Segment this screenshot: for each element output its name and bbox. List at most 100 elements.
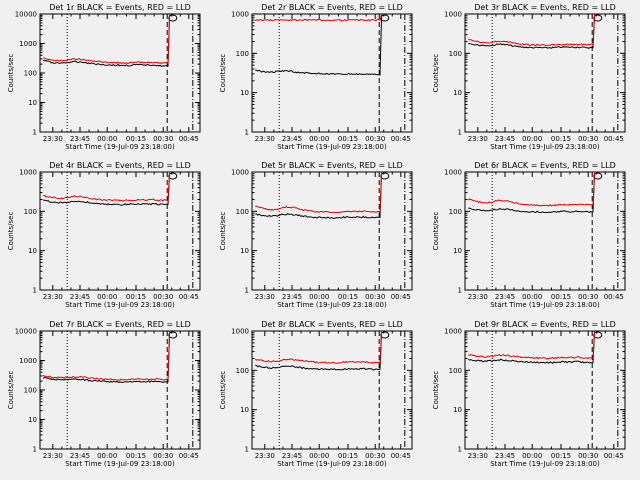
x-tick-label: 00:15 [551, 452, 571, 460]
y-tick-label: 10 [240, 89, 249, 97]
y-tick-label: 1000 [444, 169, 462, 177]
series-line-events [43, 171, 171, 206]
series-line-events [468, 13, 596, 49]
x-tick-label: 00:30 [365, 452, 385, 460]
x-tick-label: 00:45 [604, 135, 624, 143]
x-tick-label: 00:30 [365, 293, 385, 301]
x-tick-label: 00:15 [338, 293, 358, 301]
chart-title: Det 5r BLACK = Events, RED = LLD [261, 161, 403, 170]
chart-panel-8: Det 8r BLACK = Events, RED = LLD 1 10 100 10… [219, 320, 413, 468]
x-tick-label: 00:30 [578, 293, 598, 301]
x-tick-label: 00:45 [179, 293, 199, 301]
x-tick-label: 23:45 [282, 135, 302, 143]
x-tick-label: 23:30 [43, 293, 63, 301]
saa-marker [168, 331, 178, 339]
x-tick-label: 00:45 [179, 135, 199, 143]
series-line-events [255, 330, 383, 371]
y-tick-label: 1000 [19, 357, 37, 365]
x-tick-label: 00:30 [153, 135, 173, 143]
saa-marker [593, 14, 603, 22]
x-axis-label: Start Time (19-Jul-09 23:18:00) [65, 460, 175, 468]
series-line-events [42, 13, 171, 67]
y-tick-label: 100 [449, 208, 462, 216]
chart-title: Det 4r BLACK = Events, RED = LLD [49, 161, 191, 170]
saa-marker [168, 14, 178, 22]
x-axis-label: Start Time (19-Jul-09 23:18:00) [490, 460, 600, 468]
y-tick-label: 10 [453, 89, 462, 97]
y-tick-label: 1000 [231, 11, 249, 19]
x-tick-label: 00:15 [551, 293, 571, 301]
plot-frame [464, 330, 626, 450]
series-line-events [467, 330, 596, 364]
x-tick-label: 23:45 [495, 135, 515, 143]
y-tick-label: 10 [28, 247, 37, 255]
chart-panel-6: Det 6r BLACK = Events, RED = LLD 1 10 100 10… [432, 161, 626, 309]
y-tick-label: 1 [245, 129, 249, 137]
y-tick-label: 1000 [19, 40, 37, 48]
y-tick-label: 10 [240, 406, 249, 414]
y-tick-label: 10 [28, 416, 37, 424]
x-tick-label: 23:30 [255, 452, 275, 460]
x-tick-label: 23:30 [468, 135, 488, 143]
x-tick-label: 00:15 [126, 135, 146, 143]
chart-title: Det 1r BLACK = Events, RED = LLD [49, 3, 191, 12]
series-line-events [255, 171, 383, 219]
x-tick-label: 00:45 [391, 135, 411, 143]
plot-frame [39, 13, 201, 133]
y-tick-label: 100 [24, 387, 37, 395]
y-axis-label: Counts/sec [7, 371, 15, 410]
x-tick-label: 00:45 [391, 452, 411, 460]
x-tick-label: 00:00 [522, 293, 542, 301]
x-tick-label: 00:00 [97, 293, 117, 301]
y-axis-label: Counts/sec [7, 54, 15, 93]
x-tick-label: 23:30 [255, 135, 275, 143]
y-tick-label: 1000 [231, 328, 249, 336]
x-tick-label: 00:15 [551, 135, 571, 143]
y-tick-label: 1 [33, 446, 37, 454]
saa-marker [380, 172, 390, 180]
y-tick-label: 1 [33, 287, 37, 295]
y-tick-label: 1 [245, 446, 249, 454]
x-tick-label: 23:45 [495, 452, 515, 460]
y-axis-label: Counts/sec [7, 212, 15, 251]
y-tick-label: 100 [24, 208, 37, 216]
series-line-lld [254, 13, 383, 22]
y-tick-label: 1000 [231, 169, 249, 177]
plot-frame [39, 330, 201, 450]
x-tick-label: 00:30 [578, 452, 598, 460]
x-axis-label: Start Time (19-Jul-09 23:18:00) [65, 301, 175, 309]
x-tick-label: 00:45 [604, 293, 624, 301]
y-axis-label: Counts/sec [432, 54, 440, 93]
saa-marker [168, 172, 178, 180]
saa-marker [380, 331, 390, 339]
chart-panel-9: Det 9r BLACK = Events, RED = LLD 1 10 100 10… [432, 320, 626, 468]
x-tick-label: 23:30 [468, 452, 488, 460]
x-tick-label: 00:45 [391, 293, 411, 301]
x-tick-label: 00:15 [126, 452, 146, 460]
chart-panel-2: Det 2r BLACK = Events, RED = LLD 1 10 100 10… [219, 3, 413, 151]
x-tick-label: 00:30 [153, 452, 173, 460]
y-tick-label: 1 [458, 287, 462, 295]
y-tick-label: 10 [28, 99, 37, 107]
plot-frame [464, 13, 626, 133]
x-axis-label: Start Time (19-Jul-09 23:18:00) [277, 460, 387, 468]
series-line-lld [42, 330, 171, 381]
chart-title: Det 7r BLACK = Events, RED = LLD [49, 320, 191, 329]
x-tick-label: 00:15 [126, 293, 146, 301]
x-tick-label: 23:45 [495, 293, 515, 301]
chart-panel-3: Det 3r BLACK = Events, RED = LLD 1 10 100 10… [432, 3, 626, 151]
series-line-events [468, 171, 596, 214]
y-tick-label: 100 [449, 367, 462, 375]
y-tick-label: 100 [24, 70, 37, 78]
x-axis-label: Start Time (19-Jul-09 23:18:00) [65, 143, 175, 151]
plot-frame [251, 330, 413, 450]
chart-title: Det 3r BLACK = Events, RED = LLD [474, 3, 616, 12]
x-tick-label: 23:30 [43, 452, 63, 460]
series-line-events [255, 13, 383, 76]
x-tick-label: 00:30 [578, 135, 598, 143]
plot-frame [39, 171, 201, 291]
x-tick-label: 00:30 [365, 135, 385, 143]
x-tick-label: 00:00 [522, 452, 542, 460]
x-tick-label: 00:15 [338, 452, 358, 460]
